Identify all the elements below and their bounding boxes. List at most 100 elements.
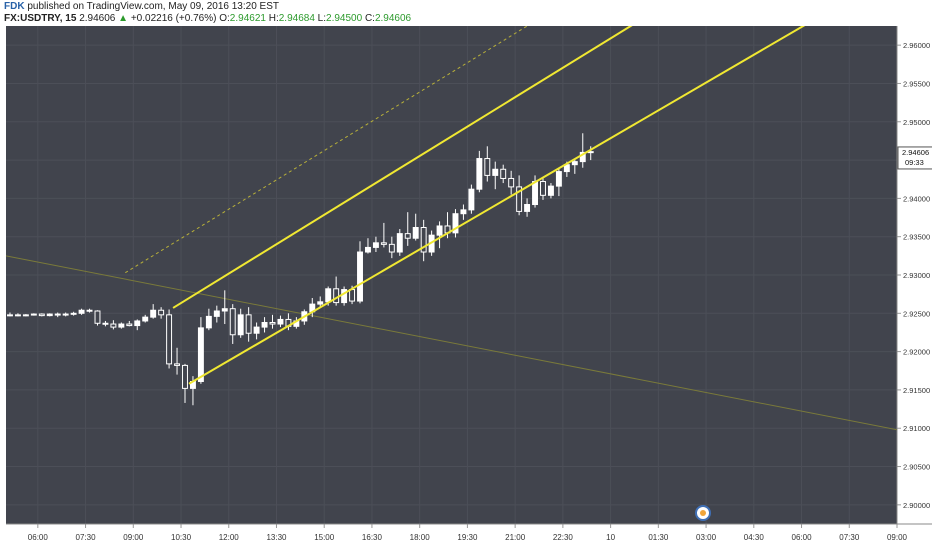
price-tick-label: 2.90500	[903, 463, 930, 472]
open-value: 2.94621	[229, 13, 266, 24]
close-label: C:	[364, 13, 375, 24]
candle-body	[30, 313, 37, 316]
candle-body	[524, 204, 531, 212]
channel-upper-line	[172, 0, 675, 309]
candle-body	[532, 181, 538, 206]
descending-trendline	[5, 255, 898, 431]
candle-body	[245, 314, 252, 334]
candle-body	[420, 226, 427, 253]
candle-body	[404, 233, 411, 239]
channel-lower-line	[188, 0, 850, 385]
published-text: published on TradingView.com, May 09, 20…	[27, 1, 279, 12]
candle-body	[540, 181, 546, 196]
candle-body	[54, 313, 61, 316]
high-label: H:	[268, 13, 279, 24]
candle-body	[357, 251, 363, 302]
candle-body	[110, 323, 117, 328]
time-tick-label: 03:00	[696, 533, 717, 542]
time-tick-label: 06:00	[28, 533, 49, 542]
time-tick-label: 21:00	[505, 533, 526, 542]
time-tick-label: 10:30	[171, 533, 192, 542]
time-tick-label: 16:30	[362, 533, 383, 542]
time-tick-label: 04:30	[744, 533, 765, 542]
candle-body	[269, 322, 276, 325]
low-value: 2.94500	[326, 13, 363, 24]
tradingview-logo-dot-icon	[700, 510, 706, 516]
candle-body	[213, 310, 220, 317]
candle-body	[484, 158, 491, 176]
price-tick-label: 2.93500	[903, 233, 930, 242]
open-label: O:	[219, 13, 230, 24]
price-tick-label: 2.91500	[903, 386, 930, 395]
candle-body	[500, 168, 507, 179]
time-tick-label: 06:00	[792, 533, 813, 542]
candle-body	[253, 326, 260, 334]
candle-body	[452, 213, 459, 234]
candle-body	[277, 318, 284, 325]
candle-body	[349, 289, 356, 302]
candle-body	[158, 309, 165, 316]
candle-body	[166, 314, 173, 365]
candle-body	[365, 246, 371, 253]
time-tick-label: 22:30	[553, 533, 574, 542]
candle-body	[492, 168, 499, 176]
price-tick-label: 2.92500	[903, 309, 930, 318]
candle-body	[182, 364, 188, 389]
candle-body	[46, 313, 53, 317]
up-arrow-icon: ▲	[118, 13, 129, 24]
candle-body	[150, 309, 157, 318]
candle-body	[325, 288, 332, 303]
time-tick-label: 19:30	[457, 533, 478, 542]
high-value: 2.94684	[278, 13, 315, 24]
candle-body	[86, 309, 93, 312]
candle-body	[78, 309, 85, 314]
candle-body	[476, 158, 483, 190]
candle-body	[142, 316, 149, 322]
candle-body	[229, 308, 236, 336]
candle-body	[372, 242, 379, 248]
symbol-label: FX:USDTRY, 15	[4, 13, 77, 24]
candle-body	[38, 313, 45, 317]
candle-body	[555, 171, 562, 187]
candle-body	[205, 315, 212, 329]
time-tick-label: 09:00	[123, 533, 144, 542]
countdown-label: 09:33	[905, 158, 924, 167]
time-tick-label: 18:00	[410, 533, 431, 542]
candle-body	[412, 226, 419, 239]
last-price-tag	[897, 146, 932, 170]
candle-body	[174, 363, 181, 366]
time-tick-label: 09:00	[887, 533, 908, 542]
candle-body	[333, 288, 340, 304]
time-tick-label: 10	[606, 533, 615, 542]
price-tick-label: 2.94000	[903, 194, 930, 203]
price-tick-label: 2.95000	[903, 118, 930, 127]
candle-body	[571, 161, 578, 166]
candle-body	[118, 323, 125, 328]
candle-body	[317, 301, 324, 305]
candle-body	[126, 323, 133, 327]
time-tick-label: 07:30	[76, 533, 97, 542]
candle-body	[7, 314, 13, 317]
time-tick-label: 15:00	[314, 533, 335, 542]
price-tick-label: 2.91000	[903, 424, 930, 433]
candle-body	[14, 314, 21, 317]
author-link[interactable]: FDK	[4, 1, 25, 12]
candle-body	[237, 314, 244, 336]
last-price-label: 2.94606	[902, 148, 929, 157]
candle-body	[221, 308, 228, 312]
time-tick-label: 13:30	[266, 533, 287, 542]
candle-body	[22, 314, 29, 317]
candle-body	[380, 242, 387, 245]
candle-body	[396, 233, 403, 253]
publish-info: FDK published on TradingView.com, May 09…	[4, 1, 279, 13]
candle-body	[261, 322, 268, 328]
candle-body	[134, 320, 141, 327]
symbol-info: FX:USDTRY, 15 2.94606 ▲ +0.02216 (+0.76%…	[4, 13, 411, 25]
price-tick-label: 2.95500	[903, 79, 930, 88]
chart-header: FDK published on TradingView.com, May 09…	[0, 0, 932, 26]
candle-body	[94, 310, 101, 324]
price-change: +0.02216 (+0.76%)	[130, 13, 217, 24]
candle-body	[62, 313, 69, 316]
